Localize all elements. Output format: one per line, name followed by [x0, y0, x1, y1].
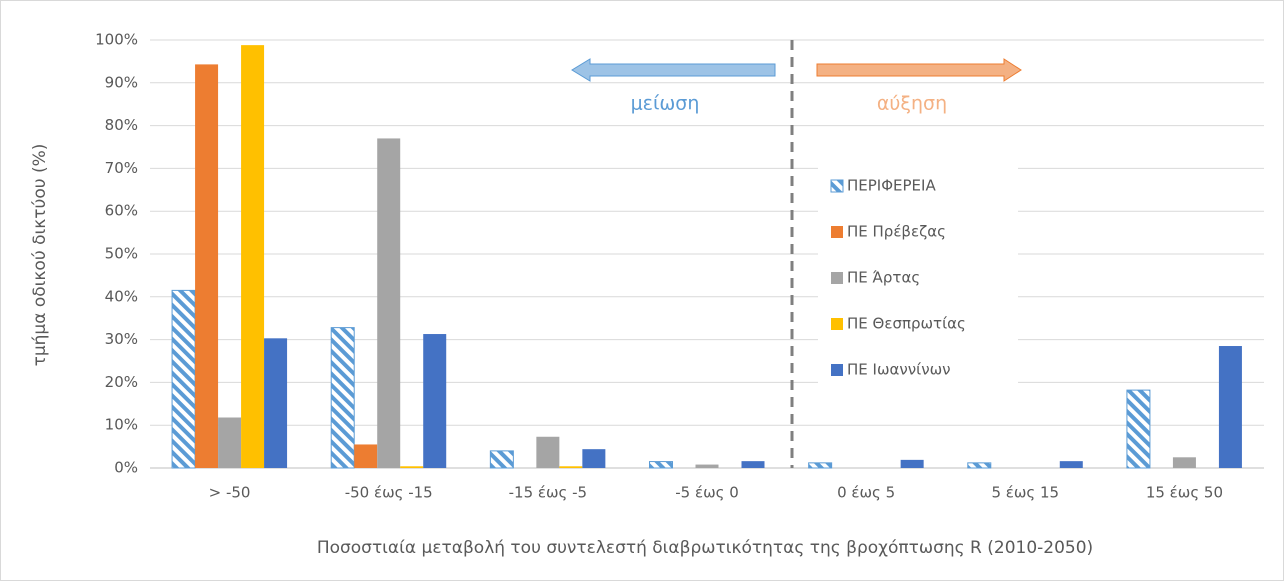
y-tick-label: 0%: [114, 459, 138, 477]
legend-swatch: [830, 179, 844, 193]
bar: [354, 444, 378, 468]
x-tick-label: -50 έως -15: [345, 484, 433, 502]
y-tick-label: 60%: [105, 202, 138, 220]
y-tick-label: 20%: [105, 373, 138, 391]
bar: [171, 289, 196, 469]
bar: [582, 449, 606, 468]
x-axis-label: Ποσοστιαία μεταβολή του συντελεστή διαβρ…: [317, 538, 1093, 558]
bar: [559, 466, 583, 468]
y-tick-label: 70%: [105, 159, 138, 177]
arrow-left: [571, 58, 776, 82]
y-tick-label: 80%: [105, 116, 138, 134]
y-tick-label: 10%: [105, 416, 138, 434]
x-tick-label: -5 έως 0: [675, 484, 739, 502]
bar: [1126, 389, 1151, 469]
bar: [808, 462, 833, 469]
arrow-right: [816, 58, 1022, 82]
x-tick-label: -15 έως -5: [509, 484, 587, 502]
legend-label: ΠΕ Άρτας: [847, 269, 920, 287]
bar: [218, 417, 242, 468]
bar: [967, 462, 992, 469]
bar: [489, 450, 514, 469]
legend-swatch: [831, 318, 843, 330]
x-tick-label: 0 έως 5: [837, 484, 895, 502]
bar: [400, 466, 424, 468]
bar: [649, 461, 673, 469]
legend-label: ΠΕΡΙΦΕΡΕΙΑ: [847, 177, 936, 195]
bar: [695, 464, 719, 468]
bar: [1059, 461, 1083, 468]
x-tick-label: 5 έως 15: [991, 484, 1059, 502]
legend-swatch: [831, 226, 843, 238]
x-tick-label: 15 έως 50: [1146, 484, 1223, 502]
bar: [195, 64, 219, 469]
legend-label: ΠΕ Θεσπρωτίας: [847, 315, 966, 333]
legend-label: ΠΕ Ιωαννίνων: [847, 361, 951, 379]
annotation: μείωση: [631, 93, 700, 115]
bar: [741, 461, 765, 468]
x-tick-label: > -50: [209, 484, 251, 502]
bar: [1172, 457, 1196, 468]
y-axis-label: τμήμα οδικού δικτύου (%): [30, 144, 50, 367]
bar: [900, 459, 924, 468]
legend-swatch: [831, 364, 843, 376]
bar: [377, 138, 401, 468]
legend-box: [818, 163, 1018, 385]
bar: [330, 327, 355, 469]
bar: [536, 436, 560, 468]
y-tick-label: 100%: [95, 31, 138, 49]
bar: [264, 338, 288, 468]
annotation: αύξηση: [877, 93, 947, 115]
bar: [1218, 346, 1242, 468]
legend-swatch: [831, 272, 843, 284]
bar: [423, 334, 447, 468]
y-tick-label: 30%: [105, 330, 138, 348]
y-tick-label: 50%: [105, 245, 138, 263]
bar: [241, 45, 265, 469]
y-tick-label: 40%: [105, 287, 138, 305]
legend-label: ΠΕ Πρέβεζας: [847, 223, 946, 241]
y-tick-label: 90%: [105, 73, 138, 91]
